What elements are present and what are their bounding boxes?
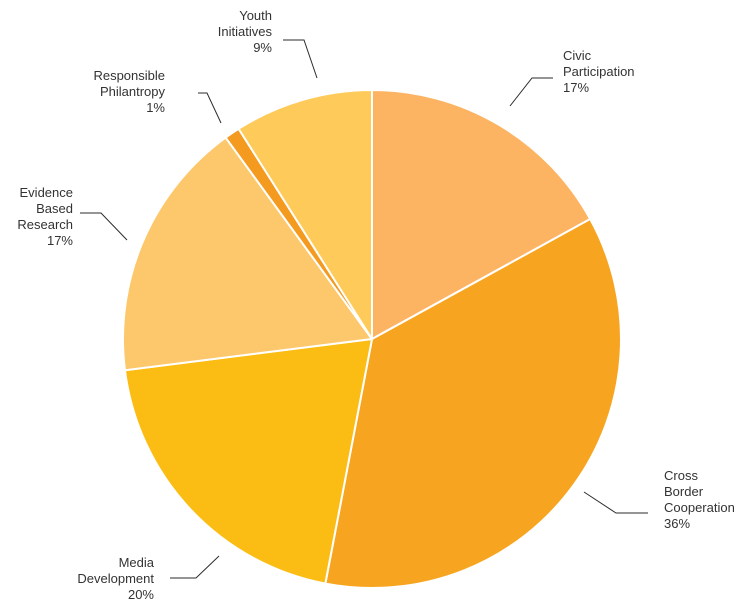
leader-line-responsible-philantropy (198, 92, 222, 124)
slice-label-line: Cross (664, 468, 698, 483)
pie-slice-youth-initiatives (237, 89, 373, 340)
leader-line-cross-border-cooperation (583, 491, 648, 514)
slice-labels: Civic Participation 17%Cross Border Cooperat… (17, 8, 734, 602)
slice-label-line: Philantropy (100, 84, 166, 99)
slice-label-line: Initiatives (218, 24, 273, 39)
slice-label-line: Evidence (20, 185, 73, 200)
slice-label-youth-initiatives: Youth Initiatives 9% (218, 8, 273, 55)
slice-label-line: 9% (253, 40, 272, 55)
slice-label-line: 1% (146, 100, 165, 115)
leader-line-media-development (170, 555, 220, 579)
slice-label-line: Border (664, 484, 704, 499)
slice-label-line: Development (77, 571, 154, 586)
slice-label-line: Research (17, 217, 73, 232)
slice-label-line: Based (36, 201, 73, 216)
slice-label-line: Responsible (93, 68, 165, 83)
pie-slice-civic-participation (371, 89, 592, 340)
slice-label-evidence-based-research: Evidence Based Research 17% (17, 185, 73, 248)
slice-label-line: 17% (563, 80, 589, 95)
slice-label-line: Participation (563, 64, 635, 79)
leader-lines (80, 39, 648, 579)
pie-slice-evidence-based-research (122, 136, 373, 372)
slice-label-line: 20% (128, 587, 154, 602)
slice-label-responsible-philantropy: Responsible Philantropy 1% (93, 68, 165, 115)
leader-line-evidence-based-research (80, 212, 128, 241)
slice-label-line: 17% (47, 233, 73, 248)
slice-label-cross-border-cooperation: Cross Border Cooperation 36% (664, 468, 735, 531)
slice-label-line: 36% (664, 516, 690, 531)
slice-label-media-development: Media Development 20% (77, 555, 154, 602)
pie-slice-cross-border-cooperation (324, 218, 622, 589)
leader-line-youth-initiatives (283, 39, 318, 79)
pie-slices (122, 89, 622, 589)
pie-slice-media-development (123, 338, 373, 585)
slice-label-civic-participation: Civic Participation 17% (563, 48, 635, 95)
slice-label-line: Media (119, 555, 155, 570)
slice-label-line: Civic (563, 48, 592, 63)
leader-line-civic-participation (509, 77, 553, 107)
slice-label-line: Cooperation (664, 500, 735, 515)
slice-label-line: Youth (239, 8, 272, 23)
